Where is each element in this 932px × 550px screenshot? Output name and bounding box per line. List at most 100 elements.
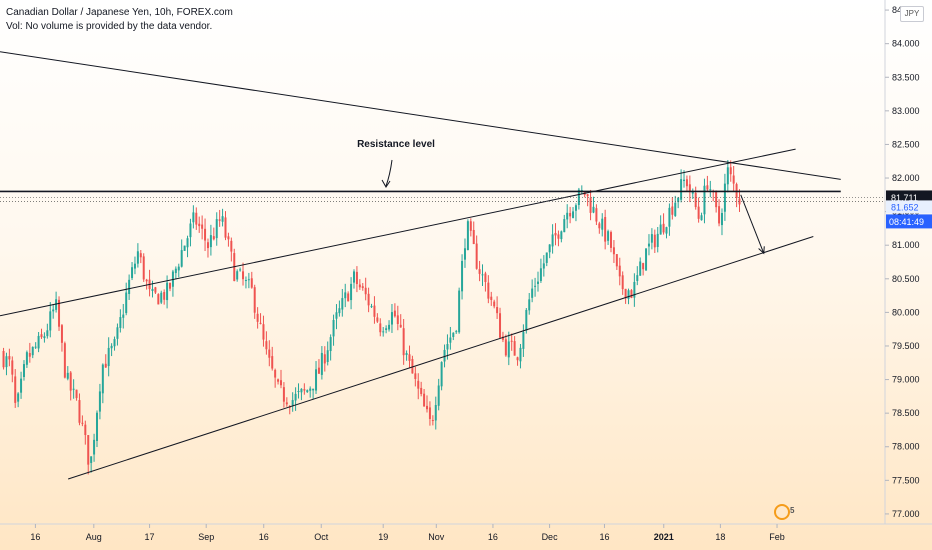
- y-tick-label: 77.000: [892, 509, 920, 519]
- candle-body: [683, 179, 686, 181]
- candle-body: [206, 242, 209, 249]
- price-tag-label: 81.711: [891, 193, 918, 203]
- candle-body: [499, 313, 502, 338]
- candle-body: [242, 271, 245, 280]
- candle-body: [303, 389, 306, 391]
- candle-body: [691, 191, 694, 194]
- candle-body: [169, 283, 172, 289]
- candles-layer: [2, 159, 741, 475]
- candle-body: [653, 234, 656, 248]
- candle-body: [361, 286, 364, 288]
- candle-body: [66, 372, 69, 379]
- x-axis[interactable]: 16 Aug 17 Sep 16 Oct 19 Nov 16 Dec 16 2021 18 Feb: [30, 524, 785, 542]
- candle-body: [496, 307, 499, 314]
- candle-body: [329, 337, 332, 352]
- candle-body: [177, 266, 180, 271]
- candle-body: [475, 243, 478, 269]
- candle-body: [110, 345, 113, 349]
- y-axis[interactable]: 77.000 77.500 78.000 78.500 79.000 79.500 80.0…: [885, 5, 920, 519]
- candle-body: [34, 346, 37, 348]
- candle-body: [671, 206, 674, 215]
- candle-body: [531, 288, 534, 298]
- candle-body: [373, 305, 376, 317]
- candle-body: [87, 435, 90, 465]
- candle-body: [139, 253, 142, 258]
- candle-body: [332, 319, 335, 337]
- y-tick-label: 84.000: [892, 39, 920, 49]
- symbol-title[interactable]: Canadian Dollar / Japanese Yen, 10h, FOR…: [6, 7, 233, 18]
- candle-body: [186, 238, 189, 248]
- candle-body: [119, 317, 122, 328]
- candle-body: [542, 263, 545, 269]
- candle-body: [268, 349, 271, 358]
- candle-body: [131, 267, 134, 279]
- candle-body: [668, 207, 671, 227]
- candle-body: [455, 331, 458, 333]
- candle-body: [338, 308, 341, 314]
- volume-note: Vol: No volume is provided by the data v…: [6, 21, 213, 32]
- candle-body: [618, 265, 621, 277]
- candle-body: [434, 405, 437, 421]
- candle-body: [31, 346, 34, 356]
- currency-badge[interactable]: JPY: [900, 6, 924, 22]
- candle-body: [385, 328, 388, 330]
- candle-body: [720, 213, 723, 226]
- candle-body: [247, 279, 250, 281]
- candle-body: [402, 328, 405, 356]
- candle-body: [376, 317, 379, 322]
- candle-body: [554, 232, 557, 236]
- candle-body: [423, 393, 426, 407]
- x-tick-label: 18: [715, 532, 725, 542]
- candle-body: [75, 389, 78, 399]
- candle-body: [277, 379, 280, 382]
- candle-body: [647, 243, 650, 247]
- candle-body: [718, 206, 721, 224]
- candle-body: [624, 288, 627, 299]
- candle-body: [466, 221, 469, 250]
- candle-body: [449, 337, 452, 343]
- candle-body: [627, 290, 630, 299]
- candle-body: [390, 312, 393, 325]
- x-tick-label: 16: [488, 532, 498, 542]
- x-tick-label: 2021: [654, 532, 674, 542]
- candle-body: [306, 390, 309, 393]
- candle-body: [557, 234, 560, 239]
- candle-body: [40, 334, 43, 338]
- candle-body: [396, 315, 399, 324]
- candle-body: [230, 240, 233, 252]
- candle-body: [636, 275, 639, 281]
- candle-body: [271, 356, 274, 369]
- candle-body: [592, 206, 595, 213]
- countdown-label: 08:41:49: [889, 217, 924, 227]
- x-tick-label: 16: [599, 532, 609, 542]
- candle-body: [715, 191, 718, 208]
- candle-body: [52, 309, 55, 312]
- candle-body: [382, 331, 385, 333]
- candle-body: [630, 290, 633, 298]
- candle-body: [215, 219, 218, 239]
- candle-body: [507, 341, 510, 358]
- candle-body: [490, 296, 493, 300]
- candle-body: [104, 363, 107, 368]
- x-tick-label: Oct: [314, 532, 329, 542]
- price-tag-label: 81.652: [891, 202, 919, 212]
- candle-body: [726, 167, 729, 185]
- candle-body: [595, 208, 598, 222]
- candle-body: [265, 341, 268, 350]
- candle-body: [604, 217, 607, 242]
- candle-body: [367, 293, 370, 306]
- candle-body: [239, 269, 242, 271]
- x-tick-label: Dec: [542, 532, 559, 542]
- candle-body: [279, 380, 282, 386]
- candle-body: [580, 190, 583, 192]
- annotation-arrowhead: [381, 179, 391, 188]
- candle-body: [469, 221, 472, 231]
- candle-body: [501, 336, 504, 340]
- candle-body: [633, 281, 636, 298]
- candle-body: [37, 335, 40, 349]
- candle-body: [145, 279, 148, 282]
- candle-body: [586, 194, 589, 197]
- countdown-bg: [886, 214, 932, 229]
